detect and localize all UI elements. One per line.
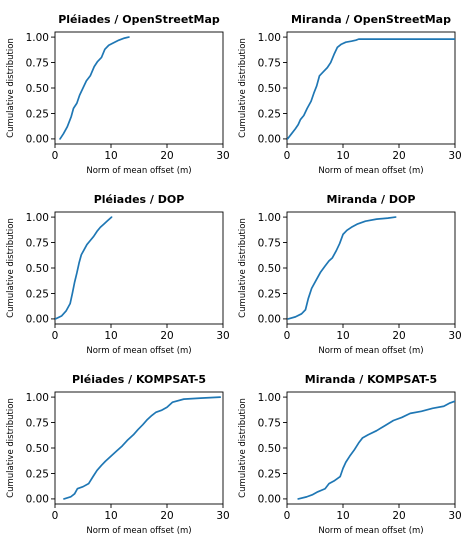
y-tick-label: 0.75 xyxy=(258,57,281,69)
x-tick-label: 30 xyxy=(448,330,461,342)
y-tick-label: 1.00 xyxy=(258,392,281,404)
chart-panel-6: Miranda / KOMPSAT-5 0 10 20 30 0.00 0.25 0.50 0.… xyxy=(238,373,462,536)
x-tick-label: 10 xyxy=(104,510,117,522)
y-tick-label: 1.00 xyxy=(258,32,281,44)
y-tick-label: 0.25 xyxy=(258,108,281,120)
y-axis-label: Cumulative distribution xyxy=(238,218,248,318)
x-tick-label: 0 xyxy=(52,150,59,162)
cdf-series-line xyxy=(297,400,455,500)
x-tick-label: 20 xyxy=(160,150,173,162)
x-tick-label: 0 xyxy=(284,150,291,162)
y-axis-label: Cumulative distribution xyxy=(6,398,16,498)
y-tick-label: 1.00 xyxy=(258,212,281,224)
x-tick-label: 20 xyxy=(392,330,405,342)
x-tick-label: 20 xyxy=(392,150,405,162)
chart-title: Pléiades / DOP xyxy=(94,193,185,206)
y-tick-label: 0.25 xyxy=(258,288,281,300)
y-tick-label: 0.75 xyxy=(26,237,49,249)
plot-frame xyxy=(54,31,224,145)
x-tick-label: 20 xyxy=(392,510,405,522)
chart-panel-1: Pléiades / OpenStreetMap 0 10 20 30 0.00 0.25 0… xyxy=(6,13,230,176)
y-tick-label: 0.50 xyxy=(258,83,281,95)
y-tick-label: 0.00 xyxy=(258,134,281,146)
x-axis-label: Norm of mean offset (m) xyxy=(318,166,423,176)
y-tick-label: 0.25 xyxy=(26,108,49,120)
y-tick-label: 1.00 xyxy=(26,32,49,44)
y-axis-label: Cumulative distribution xyxy=(238,38,248,138)
y-tick-label: 0.50 xyxy=(26,83,49,95)
y-tick-label: 0.75 xyxy=(258,237,281,249)
y-tick-label: 0.50 xyxy=(258,443,281,455)
x-tick-label: 0 xyxy=(52,510,59,522)
y-tick-label: 0.50 xyxy=(26,263,49,275)
y-tick-label: 0.75 xyxy=(258,417,281,429)
cdf-series-line xyxy=(63,396,222,500)
y-tick-label: 0.00 xyxy=(258,314,281,326)
y-axis-label: Cumulative distribution xyxy=(6,38,16,138)
x-tick-label: 20 xyxy=(160,330,173,342)
cdf-series-line xyxy=(287,216,397,320)
plot-frame xyxy=(286,211,456,325)
y-tick-label: 1.00 xyxy=(26,212,49,224)
y-tick-label: 0.00 xyxy=(26,494,49,506)
x-tick-label: 10 xyxy=(336,150,349,162)
chart-panel-3: Pléiades / DOP 0 10 20 30 0.00 0.25 0.50 0.75 1.0… xyxy=(6,193,230,356)
x-tick-label: 30 xyxy=(216,510,229,522)
x-tick-label: 30 xyxy=(216,330,229,342)
y-tick-label: 0.25 xyxy=(26,288,49,300)
y-tick-label: 0.25 xyxy=(258,468,281,480)
plot-frame xyxy=(286,31,456,145)
x-tick-label: 30 xyxy=(216,150,229,162)
y-tick-label: 0.50 xyxy=(26,443,49,455)
x-tick-label: 20 xyxy=(160,510,173,522)
chart-title: Pléiades / OpenStreetMap xyxy=(58,13,220,26)
y-tick-label: 0.00 xyxy=(26,314,49,326)
x-tick-label: 0 xyxy=(284,510,291,522)
chart-title: Miranda / OpenStreetMap xyxy=(291,13,451,26)
y-tick-label: 0.75 xyxy=(26,57,49,69)
x-tick-label: 0 xyxy=(52,330,59,342)
plot-frame xyxy=(54,211,224,325)
x-axis-label: Norm of mean offset (m) xyxy=(86,166,191,176)
x-tick-label: 10 xyxy=(336,330,349,342)
chart-panel-5: Pléiades / KOMPSAT-5 0 10 20 30 0.00 0.25 0.50 0… xyxy=(6,373,230,536)
y-tick-label: 0.25 xyxy=(26,468,49,480)
chart-title: Miranda / DOP xyxy=(327,193,416,206)
cdf-series-line xyxy=(55,216,113,320)
chart-title: Pléiades / KOMPSAT-5 xyxy=(72,373,206,386)
x-axis-label: Norm of mean offset (m) xyxy=(86,526,191,536)
x-axis-label: Norm of mean offset (m) xyxy=(318,526,423,536)
x-tick-label: 10 xyxy=(104,330,117,342)
chart-panel-4: Miranda / DOP 0 10 20 30 0.00 0.25 0.50 0.75 1.00… xyxy=(238,193,462,356)
y-tick-label: 0.00 xyxy=(258,494,281,506)
x-tick-label: 10 xyxy=(104,150,117,162)
x-tick-label: 10 xyxy=(336,510,349,522)
chart-title: Miranda / KOMPSAT-5 xyxy=(305,373,437,386)
x-axis-label: Norm of mean offset (m) xyxy=(86,346,191,356)
x-tick-label: 30 xyxy=(448,150,461,162)
x-axis-label: Norm of mean offset (m) xyxy=(318,346,423,356)
x-tick-label: 30 xyxy=(448,510,461,522)
y-tick-label: 0.00 xyxy=(26,134,49,146)
cdf-series-line xyxy=(287,38,455,140)
chart-panel-2: Miranda / OpenStreetMap 0 10 20 30 0.00 0.25 0.… xyxy=(238,13,462,176)
x-tick-label: 0 xyxy=(284,330,291,342)
y-axis-label: Cumulative distribution xyxy=(6,218,16,318)
cdf-series-line xyxy=(59,36,130,140)
y-tick-label: 1.00 xyxy=(26,392,49,404)
y-tick-label: 0.75 xyxy=(26,417,49,429)
y-tick-label: 0.50 xyxy=(258,263,281,275)
y-axis-label: Cumulative distribution xyxy=(238,398,248,498)
